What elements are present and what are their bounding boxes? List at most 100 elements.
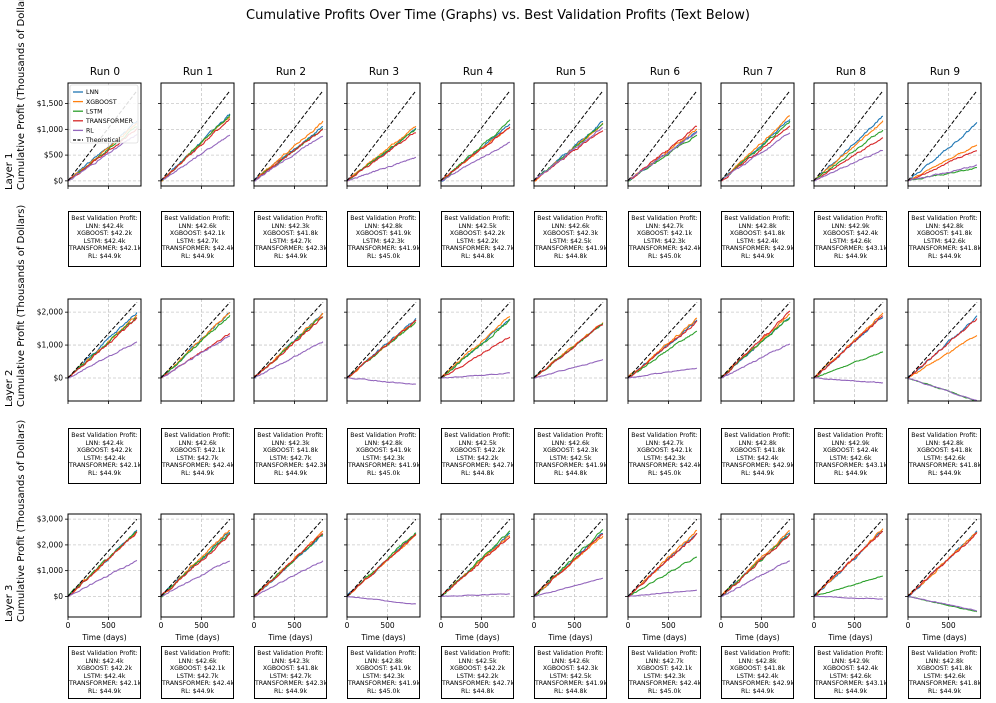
validation-box: Best Validation Profit: LNN: $42.5k XGBOOS… [441, 646, 514, 699]
series-group [721, 301, 791, 379]
validation-line: LSTM: $42.3k [643, 454, 686, 462]
validation-line: RL: $45.0k [647, 252, 682, 260]
validation-heading: Best Validation Profit: [911, 215, 978, 222]
validation-line: LSTM: $42.7k [176, 672, 219, 680]
series-xgboost-line [254, 120, 324, 182]
validation-line: LNN: $42.6k [178, 657, 217, 665]
validation-box: Best Validation Profit: LNN: $42.7k XGBOOS… [628, 646, 701, 699]
validation-line: XGBOOST: $42.2k [449, 665, 506, 673]
x-axis-label: Time (days) [921, 633, 966, 642]
axes-frame [253, 82, 328, 187]
validation-line: RL: $44.8k [553, 687, 588, 695]
series-group [908, 518, 978, 613]
validation-heading: Best Validation Profit: [164, 432, 231, 439]
series-lstm-line [814, 129, 884, 182]
validation-line: XGBOOST: $42.2k [76, 665, 133, 673]
validation-line: RL: $44.9k [833, 687, 868, 695]
x-tick-label: 0 [719, 621, 724, 630]
series-rl-line [254, 560, 324, 597]
validation-line: RL: $45.0k [647, 687, 682, 695]
axes-frame [627, 82, 702, 187]
validation-line: LSTM: $42.3k [362, 672, 405, 680]
validation-line: XGBOOST: $42.4k [822, 230, 879, 238]
series-rl-line [534, 577, 604, 597]
subplot-layer1-run0: $0 $500 $1,000 $1,500 LNN XGBOOST LSTM TRANSFOR… [37, 82, 142, 189]
validation-line: LNN: $42.6k [178, 439, 217, 447]
x-tick-label: 0 [626, 621, 631, 630]
validation-heading: Best Validation Profit: [537, 650, 604, 657]
series-theoretical-line [254, 301, 324, 379]
x-axis-label: Time (days) [547, 633, 592, 642]
legend-label: Theoretical [85, 137, 121, 144]
series-transformer-line [628, 532, 698, 598]
series-rl-line [814, 595, 883, 600]
series-group [721, 518, 791, 597]
validation-line: XGBOOST: $42.2k [449, 230, 506, 238]
series-group [814, 90, 884, 182]
validation-line: RL: $44.9k [180, 469, 215, 477]
legend-label: RL [86, 128, 94, 135]
validation-line: LNN: $42.8k [364, 439, 403, 447]
subplot-layer2-run8 [811, 298, 888, 404]
series-group [254, 90, 324, 182]
validation-line: XGBOOST: $42.3k [542, 447, 599, 455]
figure-title: Cumulative Profits Over Time (Graphs) vs… [246, 8, 750, 23]
series-rl-line [254, 135, 324, 182]
y-tick-label: $1,000 [37, 566, 63, 575]
validation-line: XGBOOST: $41.8k [729, 230, 786, 238]
subplot-layer1-run9 [905, 82, 982, 189]
axes-frame [627, 513, 702, 618]
axes-frame [160, 513, 235, 618]
x-axis-label: Time (days) [174, 633, 219, 642]
x-tick-label: 500 [941, 621, 956, 630]
validation-box: Best Validation Profit: LNN: $42.6k XGBOOS… [534, 211, 607, 267]
series-rl-line [814, 377, 884, 384]
legend: LNN XGBOOST LSTM TRANSFORMER RL Theoretical [69, 84, 139, 144]
axes-frame [907, 513, 982, 618]
legend-label: TRANSFORMER [85, 118, 134, 125]
validation-line: RL: $44.8k [460, 687, 495, 695]
validation-line: LSTM: $42.6k [829, 454, 872, 462]
validation-line: RL: $44.9k [740, 469, 775, 477]
validation-line: RL: $44.9k [87, 469, 122, 477]
validation-line: TRANSFORMER: $42.1k [69, 245, 142, 253]
validation-line: RL: $44.9k [180, 687, 215, 695]
subplot-layer3-run7: 0 500 Time (days) [718, 513, 795, 642]
validation-line: TRANSFORMER: $42.3k [255, 462, 328, 470]
validation-line: TRANSFORMER: $41.9k [535, 462, 608, 470]
validation-heading: Best Validation Profit: [724, 650, 791, 657]
axes-frame [346, 82, 421, 187]
subplot-layer3-run3: 0 500 Time (days) [344, 513, 421, 642]
validation-line: RL: $44.9k [87, 687, 122, 695]
validation-line: TRANSFORMER: $41.9k [348, 462, 421, 470]
validation-heading: Best Validation Profit: [724, 432, 791, 439]
validation-line: LNN: $42.8k [925, 222, 964, 230]
x-tick-label: 500 [847, 621, 862, 630]
validation-line: LNN: $42.7k [645, 439, 684, 447]
validation-line: XGBOOST: $41.9k [355, 447, 412, 455]
validation-heading: Best Validation Profit: [911, 650, 978, 657]
x-tick-label: 500 [754, 621, 769, 630]
series-rl-line [534, 359, 604, 379]
validation-line: TRANSFORMER: $42.4k [162, 245, 235, 253]
validation-box: Best Validation Profit: LNN: $42.8k XGBOOS… [347, 428, 420, 484]
validation-box: Best Validation Profit: LNN: $42.7k XGBOOS… [628, 211, 701, 267]
subplot-layer1-run1 [158, 82, 235, 189]
x-tick-label: 0 [159, 621, 164, 630]
validation-line: RL: $44.9k [927, 687, 962, 695]
validation-line: TRANSFORMER: $42.4k [629, 462, 702, 470]
validation-line: LSTM: $42.4k [736, 237, 779, 245]
series-rl-line [908, 164, 978, 182]
series-xgboost-line [908, 335, 978, 379]
series-theoretical-line [814, 518, 884, 597]
x-axis-label: Time (days) [360, 633, 405, 642]
series-theoretical-line [68, 301, 138, 379]
x-tick-label: 0 [812, 621, 817, 630]
validation-line: TRANSFORMER: $43.1k [815, 245, 888, 253]
validation-box: Best Validation Profit: LNN: $42.8k XGBOOS… [347, 211, 420, 267]
subplot-layer1-run2 [251, 82, 328, 189]
validation-line: LSTM: $42.5k [549, 237, 592, 245]
x-tick-label: 0 [439, 621, 444, 630]
series-group [347, 301, 417, 385]
